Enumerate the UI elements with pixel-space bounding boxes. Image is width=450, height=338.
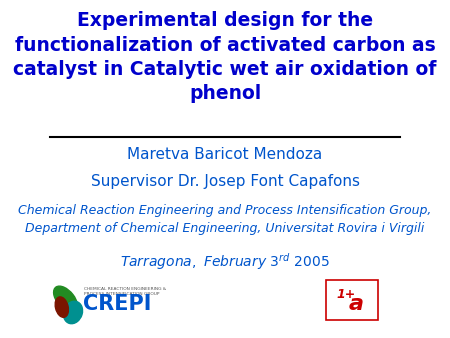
Text: Chemical Reaction Engineering and Process Intensification Group,
Department of C: Chemical Reaction Engineering and Proces… <box>18 204 432 235</box>
Text: Experimental design for the
functionalization of activated carbon as
catalyst in: Experimental design for the functionaliz… <box>14 11 436 103</box>
Text: Maretva Baricot Mendoza: Maretva Baricot Mendoza <box>127 147 323 162</box>
Ellipse shape <box>63 301 82 324</box>
Text: Supervisor Dr. Josep Font Capafons: Supervisor Dr. Josep Font Capafons <box>90 174 360 189</box>
Text: CREPI: CREPI <box>83 294 151 314</box>
Text: a: a <box>349 294 364 314</box>
Text: $\it{Tarragona,\ February\ 3^{rd}\ 2005}$: $\it{Tarragona,\ February\ 3^{rd}\ 2005}… <box>120 251 330 272</box>
FancyBboxPatch shape <box>326 280 378 320</box>
Text: 1+: 1+ <box>337 288 356 301</box>
Ellipse shape <box>55 297 68 317</box>
Text: CHEMICAL REACTION ENGINEERING &
PROCESS INTENSIFICATION GROUP: CHEMICAL REACTION ENGINEERING & PROCESS … <box>84 287 166 296</box>
Ellipse shape <box>54 286 77 312</box>
